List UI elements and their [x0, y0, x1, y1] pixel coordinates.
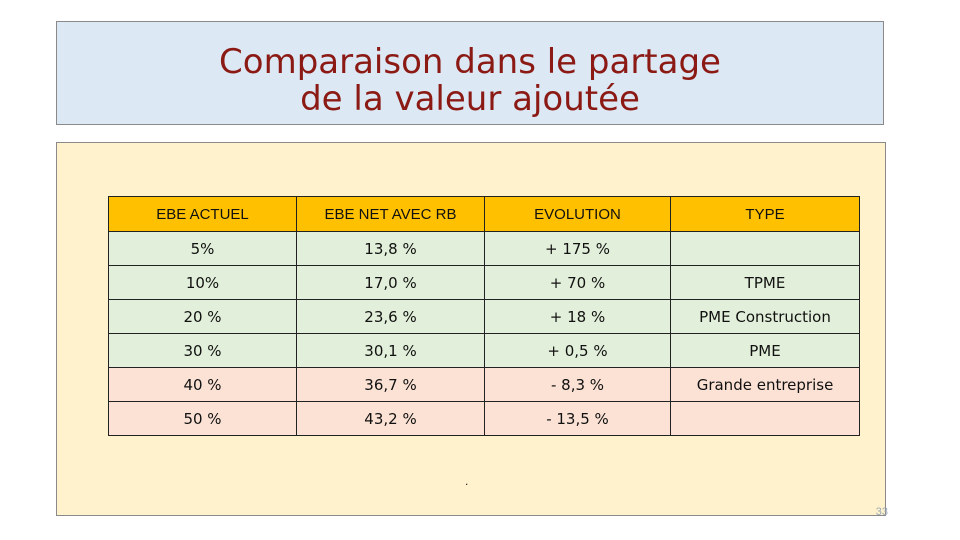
cell-ebe-actuel: 50 %	[108, 401, 297, 436]
table-row: 50 % 43,2 % - 13,5 %	[108, 401, 860, 436]
header-ebe-actuel: EBE ACTUEL	[108, 196, 297, 232]
header-type: TYPE	[670, 196, 860, 232]
header-evolution: EVOLUTION	[484, 196, 671, 232]
table-row: 20 % 23,6 % + 18 % PME Construction	[108, 299, 860, 334]
title-box: Comparaison dans le partage de la valeur…	[56, 21, 884, 125]
cell-ebe-net: 23,6 %	[296, 299, 485, 334]
cell-ebe-net: 13,8 %	[296, 231, 485, 266]
cell-type	[670, 401, 860, 436]
cell-ebe-actuel: 40 %	[108, 367, 297, 402]
table-row: 40 % 36,7 % - 8,3 % Grande entreprise	[108, 367, 860, 402]
cell-type: TPME	[670, 265, 860, 300]
cell-type	[670, 231, 860, 266]
title-line-1: Comparaison dans le partage	[219, 42, 721, 82]
cell-evolution: + 0,5 %	[484, 333, 671, 368]
cell-type: Grande entreprise	[670, 367, 860, 402]
header-ebe-net: EBE NET AVEC RB	[296, 196, 485, 232]
cell-evolution: - 8,3 %	[484, 367, 671, 402]
cell-type: PME Construction	[670, 299, 860, 334]
table-row: 10% 17,0 % + 70 % TPME	[108, 265, 860, 300]
dot-mark: .	[465, 474, 469, 488]
cell-evolution: + 18 %	[484, 299, 671, 334]
cell-ebe-net: 43,2 %	[296, 401, 485, 436]
cell-ebe-actuel: 30 %	[108, 333, 297, 368]
table-row: 30 % 30,1 % + 0,5 % PME	[108, 333, 860, 368]
comparison-table: EBE ACTUEL EBE NET AVEC RB EVOLUTION TYP…	[108, 196, 860, 436]
cell-ebe-net: 30,1 %	[296, 333, 485, 368]
cell-ebe-actuel: 5%	[108, 231, 297, 266]
table-header-row: EBE ACTUEL EBE NET AVEC RB EVOLUTION TYP…	[108, 196, 860, 232]
cell-evolution: + 70 %	[484, 265, 671, 300]
slide-title: Comparaison dans le partage de la valeur…	[57, 44, 883, 118]
table-row: 5% 13,8 % + 175 %	[108, 231, 860, 266]
page-number: 33	[875, 506, 888, 518]
cell-ebe-actuel: 10%	[108, 265, 297, 300]
cell-ebe-actuel: 20 %	[108, 299, 297, 334]
cell-ebe-net: 36,7 %	[296, 367, 485, 402]
cell-ebe-net: 17,0 %	[296, 265, 485, 300]
cell-evolution: + 175 %	[484, 231, 671, 266]
cell-type: PME	[670, 333, 860, 368]
cell-evolution: - 13,5 %	[484, 401, 671, 436]
title-line-2: de la valeur ajoutée	[300, 79, 640, 119]
